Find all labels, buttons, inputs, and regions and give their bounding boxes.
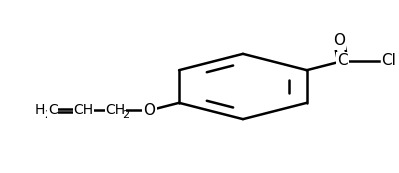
- Text: Cl: Cl: [381, 53, 396, 69]
- Text: CH: CH: [74, 103, 94, 117]
- Text: CH: CH: [105, 103, 126, 117]
- Text: C: C: [338, 53, 348, 69]
- Text: H: H: [34, 103, 45, 117]
- Text: O: O: [333, 33, 345, 48]
- Text: 2: 2: [43, 110, 51, 120]
- Text: 2: 2: [122, 110, 129, 120]
- Text: C: C: [48, 103, 58, 117]
- Text: O: O: [144, 103, 156, 118]
